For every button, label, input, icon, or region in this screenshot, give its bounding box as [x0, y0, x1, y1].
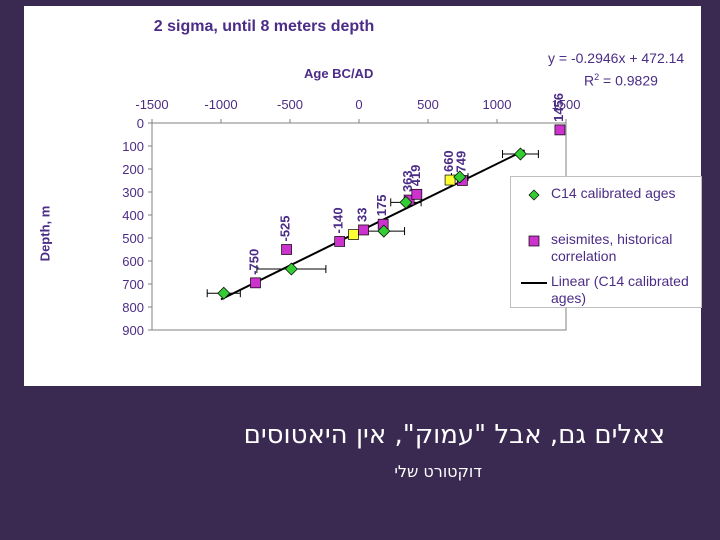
seismite-point: [281, 244, 292, 255]
y-tick-label: 300: [122, 185, 144, 200]
regression-equation: y = -0.2946x + 472.14: [548, 50, 685, 66]
x-tick-label: 1500: [552, 97, 581, 112]
c14-point: [399, 195, 413, 209]
legend-label-linear: Linear (C14 calibrated ages): [551, 273, 689, 306]
y-tick-label: 400: [122, 208, 144, 223]
y-axis-label: Depth, m: [37, 205, 53, 262]
legend-line-icon: [521, 282, 547, 284]
r-squared: R2 = 0.9829: [584, 72, 658, 89]
c14-point: [217, 286, 231, 300]
x-tick-label: -500: [277, 97, 303, 112]
seismite-label: 419: [408, 165, 423, 187]
x-axis-label: Age BC/AD: [304, 66, 374, 81]
legend-square-icon: [528, 235, 540, 247]
seismite-point: [411, 188, 423, 200]
slide-subtitle: צאלים גם, אבל "עמוק", אין היאטוסים: [243, 420, 665, 450]
y-tick-label: 600: [122, 254, 144, 269]
legend-diamond-icon: [528, 189, 540, 201]
chart-title: 2 sigma, until 8 meters depth: [153, 18, 375, 35]
x-tick-label: 500: [417, 97, 439, 112]
seismite-label: 749: [453, 151, 468, 173]
legend-label-seismites: seismites, historical correlation: [551, 231, 673, 264]
seismite-label: 660: [441, 150, 456, 172]
y-tick-label: 800: [122, 300, 144, 315]
x-tick-label: 0: [355, 97, 362, 112]
seismite-label: 1456: [551, 93, 566, 122]
seismite-point: [250, 277, 261, 289]
legend-label-c14: C14 calibrated ages: [551, 185, 676, 201]
chart-svg: -1500 -1000 -500 0 500 1000 1500 0 100 200 300 400 5…: [122, 93, 581, 338]
c14-point: [377, 224, 391, 238]
seismite-point: [334, 236, 346, 247]
slide-footer: דוקטורט שלי: [394, 462, 482, 481]
y-tick-label: 0: [137, 116, 144, 131]
seismite-label: 33: [355, 207, 370, 221]
regression-line: [220, 149, 526, 301]
x-tick-label: 1000: [483, 97, 512, 112]
y-tick-label: 500: [122, 231, 144, 246]
chart-panel: -1500 -1000 -500 0 500 1000 1500 0 100 200 300 400 5…: [24, 6, 702, 386]
seismite-point: [554, 124, 566, 136]
seismite-label: -525: [278, 215, 293, 241]
seismite-point: [348, 229, 359, 240]
seismite-label: -750: [247, 249, 262, 275]
seismite-point: [358, 224, 369, 236]
c14-point: [513, 147, 527, 161]
seismite-label: 363: [400, 170, 415, 192]
seismite-point: [444, 174, 456, 186]
y-tick-label: 200: [122, 162, 144, 177]
y-tick-label: 100: [122, 139, 144, 154]
y-tick-label: 700: [122, 277, 144, 292]
seismite-label: 175: [374, 194, 389, 216]
c14-point: [453, 170, 467, 184]
y-tick-label: 900: [122, 323, 144, 338]
seismite-label: -140: [331, 207, 346, 233]
c14-point: [284, 262, 298, 276]
x-tick-label: -1000: [204, 97, 237, 112]
chart-legend: C14 calibrated ages seismites, historica…: [510, 176, 702, 308]
x-tick-label: -1500: [135, 97, 168, 112]
